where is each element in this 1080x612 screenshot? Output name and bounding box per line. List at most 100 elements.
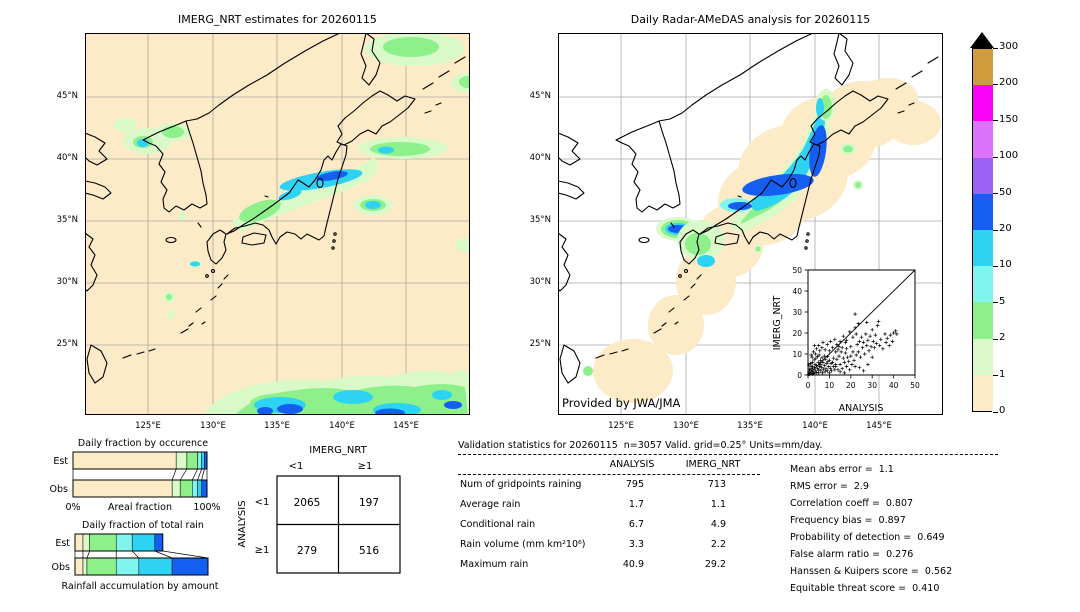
y-tick-label: 25°N	[56, 339, 78, 349]
occurrence-chart: Daily fraction by occurence Est Obs 0% A…	[50, 438, 221, 513]
x-tick-label: 20	[846, 381, 856, 390]
colorbar-tick-label: 0	[999, 405, 1006, 416]
cell-false-alarm: 197	[359, 497, 379, 509]
validation-stats-table: Validation statistics for 20260115 n=305…	[458, 440, 1003, 575]
colorbar-segment	[973, 374, 993, 411]
imerg-value: 4.9	[710, 519, 726, 530]
y-tick-label: 30	[792, 308, 802, 317]
analysis-value: 795	[625, 479, 644, 490]
one-to-one-line	[807, 269, 916, 376]
colorbar	[972, 48, 993, 412]
stat-row: Conditional rain 6.7 4.9	[458, 515, 1003, 535]
column-header-imerg-nrt: IMERG_NRT	[685, 459, 741, 470]
colorbar-segment	[973, 302, 993, 339]
colorbar-segment	[973, 266, 993, 303]
x-tick-label: 125°E	[608, 421, 634, 431]
connector-line	[86, 550, 90, 559]
colorbar-tick-label: 20	[999, 223, 1012, 234]
colorbar-tick-label: 300	[999, 41, 1019, 52]
x-tick-label: 125°E	[135, 421, 161, 431]
left-map-title: IMERG_NRT estimates for 20260115	[178, 13, 377, 26]
bar-segment	[171, 557, 209, 576]
bar-outline	[74, 533, 164, 552]
analysis-value: 3.3	[628, 539, 644, 550]
colorbar-segment	[973, 338, 993, 375]
connector-line	[131, 550, 140, 559]
x-tick-label: 10	[825, 381, 835, 390]
bar-segment	[186, 451, 198, 470]
connector-line	[201, 468, 205, 481]
bar-segment	[82, 557, 88, 576]
connector-line	[171, 468, 177, 481]
skill-score-line: Hanssen & Kuipers score = 0.562	[790, 566, 953, 577]
bar-segment	[154, 533, 164, 552]
x-tick-label: 145°E	[393, 421, 419, 431]
skill-score-line: Frequency bias = 0.897	[790, 515, 906, 526]
colorbar-segment	[973, 230, 993, 267]
colorbar-segment	[973, 157, 993, 194]
scatter-xlabel: ANALYSIS	[839, 403, 884, 414]
x-axis-label: Areal fraction	[108, 502, 172, 513]
contingency-table: IMERG_NRT <1 ≥1 ANALYSIS <1 ≥1 2065 197 …	[237, 445, 401, 574]
stat-label: Average rain	[460, 499, 521, 510]
bar-segment	[115, 533, 133, 552]
row-label-lt1: <1	[255, 497, 270, 508]
bar-outline	[72, 479, 208, 498]
credit-text: Provided by JWA/JMA	[562, 396, 681, 410]
stat-label: Rain volume (mm km²10⁶)	[460, 539, 586, 550]
y-tick-label: 50	[792, 266, 802, 275]
y-tick-label: 0	[797, 371, 802, 380]
x-tick-label: 40	[889, 381, 899, 390]
cell-hit: 516	[359, 545, 379, 557]
scatter-ylabel: IMERG_NRT	[772, 296, 783, 351]
bar-segment	[74, 557, 84, 576]
bar-segment	[72, 451, 177, 470]
skill-score-line: Mean abs error = 1.1	[790, 464, 894, 475]
stat-row: Average rain 1.7 1.1	[458, 495, 1003, 515]
radar-precipitation-overlay	[583, 89, 863, 376]
imerg-value: 713	[707, 479, 726, 490]
x-tick-label: 130°E	[200, 421, 226, 431]
colorbar-tick	[993, 156, 998, 158]
colorbar-segment	[973, 121, 993, 158]
colorbar-overflow-triangle	[970, 32, 994, 48]
bar-segment	[138, 557, 173, 576]
bar-segment	[89, 533, 117, 552]
colorbar-tick	[993, 265, 998, 267]
colorbar-tick-label: 2	[999, 332, 1006, 344]
connector-line	[197, 468, 202, 481]
y-tick-label: 35°N	[56, 215, 78, 225]
connector-line	[191, 468, 198, 481]
x-min-label: 0%	[65, 502, 80, 513]
row-label-est: Est	[55, 538, 70, 549]
stat-label: Num of gridpoints raining	[460, 479, 582, 490]
bar-segment	[86, 557, 117, 576]
validation-title: Validation statistics for 20260115 n=305…	[458, 440, 998, 455]
y-tick-label: 40°N	[56, 153, 78, 163]
colorbar-tick	[993, 338, 998, 340]
bar-outline	[74, 557, 209, 576]
bar-segment	[74, 533, 84, 552]
imerg-value: 1.1	[710, 499, 726, 510]
bar-segment	[201, 451, 205, 470]
skill-scores-list: Mean abs error = 1.1 RMS error = 2.9 Corre…	[790, 461, 1075, 597]
stat-row: Maximum rain 40.9 29.2	[458, 555, 1003, 575]
bar-segment	[179, 479, 193, 498]
skill-score-line: RMS error = 2.9	[790, 481, 869, 492]
scatter-tick-labels: 00 10 10 20 20 30 30 40 40 50 50	[792, 266, 920, 390]
colorbar-segment	[973, 49, 993, 86]
bar-segment	[171, 479, 181, 498]
colorbar-tick	[993, 120, 998, 122]
connector-line	[179, 468, 188, 481]
y-tick-label: 40	[792, 287, 802, 296]
y-tick-label: 20	[792, 329, 802, 338]
colorbar-tick	[993, 229, 998, 231]
colorbar-tick-label: 1	[999, 368, 1006, 380]
bar-segment	[197, 451, 202, 470]
imerg-map-frame	[85, 33, 470, 415]
column-header-analysis: ANALYSIS	[609, 459, 655, 470]
bar-segment	[201, 479, 208, 498]
colorbar-tick	[993, 193, 998, 195]
bar-segment	[197, 479, 202, 498]
